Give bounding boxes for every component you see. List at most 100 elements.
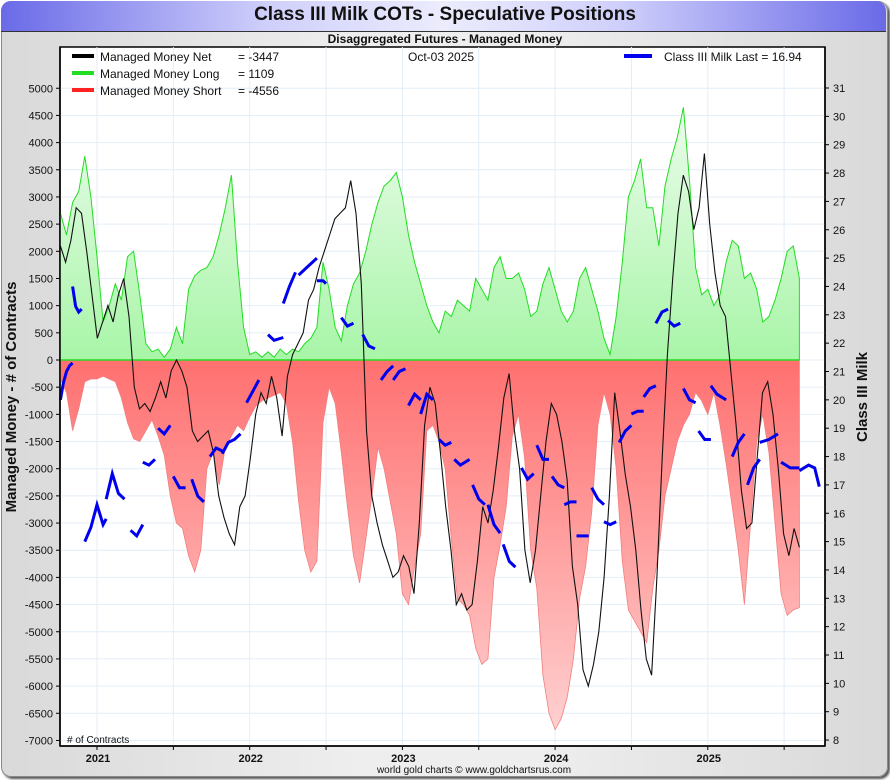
milk-price-segment (190, 478, 205, 503)
left-tick-label: 4000 (29, 138, 53, 150)
left-tick-label: 1000 (29, 301, 53, 313)
milk-price-segment (245, 379, 261, 404)
milk-price-segment (266, 333, 284, 342)
right-tick-label: 21 (833, 367, 845, 379)
chart-subtitle: Disaggregated Futures - Managed Money (327, 32, 563, 46)
milk-price-segment (709, 384, 727, 402)
right-tick-label: 18 (833, 452, 845, 464)
left-tick-label: -6500 (25, 708, 53, 720)
milk-price-segment (471, 484, 486, 506)
legend-swatch-net (72, 54, 94, 58)
milk-price-segment (563, 500, 577, 507)
milk-price-segment (730, 433, 746, 458)
milk-price-segment (617, 424, 633, 444)
right-tick-label: 19 (833, 423, 845, 435)
left-tick-label: 500 (35, 328, 53, 340)
x-tick-label: 2025 (697, 753, 721, 765)
left-tick-label: -5000 (25, 627, 53, 639)
left-tick-label: -1000 (25, 409, 53, 421)
title-bar (1, 1, 886, 32)
milk-price-segment (654, 307, 669, 325)
left-tick-label: -4500 (25, 600, 53, 612)
right-axis: 31 30 29 28 27 26 25 24 23 22 21 20 19 18 17 16 15 14 13 12… (824, 47, 845, 747)
milk-price-segment (83, 499, 108, 543)
left-tick-label: -3000 (25, 518, 53, 530)
milk-price-segment (682, 387, 697, 405)
milk-price-segment (486, 504, 502, 534)
legend-label-net: Managed Money Net (100, 50, 212, 64)
left-tick-label: 0 (47, 355, 53, 367)
right-tick-label: 29 (833, 140, 845, 152)
long-line (59, 107, 800, 361)
right-tick-label: 16 (833, 508, 845, 520)
milk-price-segment (58, 361, 74, 401)
x-tick-label: 2023 (391, 753, 415, 765)
milk-price-segment (379, 364, 395, 381)
milk-price-segment (535, 444, 549, 461)
left-tick-label: 1500 (29, 273, 53, 285)
legend-label-milk: Class III Milk Last = 16.94 (664, 50, 802, 64)
left-tick-label: -4000 (25, 572, 53, 584)
chart-title: Class III Milk COTs - Speculative Positi… (254, 4, 636, 25)
x-axis: 2021 2022 2023 2024 2025 (60, 745, 825, 765)
milk-price-segment (746, 458, 761, 486)
left-tick-label: -6000 (25, 681, 53, 693)
milk-price-segment (297, 256, 318, 277)
left-tick-label: 4500 (29, 110, 53, 122)
left-tick-label: 3000 (29, 192, 53, 204)
milk-price-segment (361, 333, 376, 351)
inner-axis-label: # of Contracts (67, 735, 129, 746)
milk-price-segment (316, 279, 328, 285)
legend-swatch-short (72, 88, 94, 92)
milk-price-segment (340, 316, 355, 328)
net-line (59, 153, 800, 689)
right-tick-label: 15 (833, 537, 845, 549)
legend-value-short: = -4556 (238, 84, 279, 98)
left-tick-label: 3500 (29, 165, 53, 177)
right-tick-label: 26 (833, 225, 845, 237)
milk-price-segment (407, 391, 422, 407)
x-tick-label: 2022 (238, 753, 262, 765)
right-tick-label: 23 (833, 310, 845, 322)
right-tick-label: 25 (833, 253, 845, 265)
right-tick-label: 11 (833, 650, 844, 662)
right-axis-title: Class III Milk (854, 351, 871, 442)
left-tick-label: -1500 (25, 437, 53, 449)
legend-value-long: = 1109 (238, 67, 274, 81)
legend-swatch-long (72, 71, 94, 75)
right-tick-label: 20 (833, 395, 845, 407)
milk-price-segment (501, 543, 517, 569)
right-tick-label: 17 (833, 480, 845, 492)
right-tick-label: 28 (833, 168, 845, 180)
milk-price-segment (142, 458, 157, 467)
right-tick-label: 24 (833, 281, 845, 293)
milk-price-segment (590, 486, 606, 506)
long-area (60, 107, 800, 360)
legend: Managed Money Net = -3447 Managed Money … (72, 50, 802, 98)
left-tick-label: 2500 (29, 219, 53, 231)
left-tick-label: -5500 (25, 654, 53, 666)
milk-price-segment (129, 523, 145, 539)
date-label: Oct-03 2025 (408, 50, 474, 64)
right-tick-label: 10 (833, 678, 845, 690)
milk-price-segment (697, 430, 711, 441)
legend-swatch-milk (624, 54, 652, 58)
right-tick-label: 31 (833, 83, 845, 95)
milk-price-segment (208, 446, 223, 458)
left-tick-label: 2000 (29, 246, 53, 258)
right-tick-label: 9 (833, 707, 839, 719)
milk-price-segment (453, 458, 471, 467)
milk-price-segment (759, 432, 779, 444)
right-tick-label: 22 (833, 338, 845, 350)
right-tick-label: 14 (833, 565, 845, 577)
milk-price-segment (71, 286, 83, 315)
milk-price-segment (520, 467, 535, 482)
right-tick-label: 27 (833, 196, 845, 208)
milk-price-segment (780, 460, 800, 470)
milk-price-segment (667, 319, 681, 328)
left-axis: 5000450040003500300025002000150010005000… (25, 47, 61, 747)
legend-value-net: = -3447 (238, 50, 279, 64)
milk-price-segment (550, 475, 565, 490)
x-tick-label: 2021 (86, 753, 110, 765)
left-tick-label: -500 (31, 382, 53, 394)
